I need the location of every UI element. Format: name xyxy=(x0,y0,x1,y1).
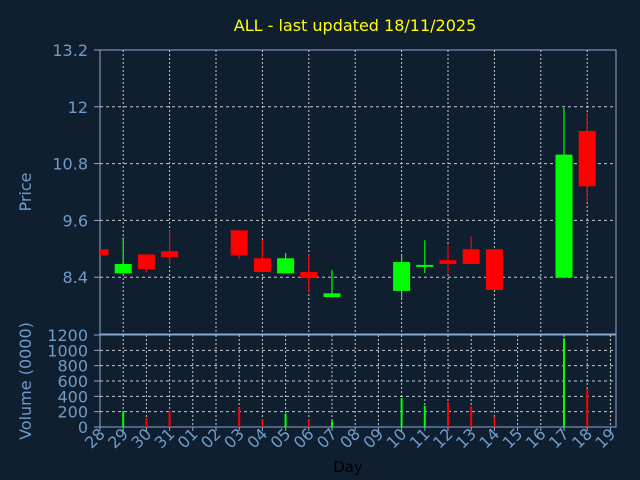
candle-body xyxy=(161,251,179,258)
volume-bar-07 xyxy=(331,421,333,427)
volume-bar-06 xyxy=(307,419,310,427)
candle-body xyxy=(578,130,596,187)
day-tick-label: 19 xyxy=(591,424,619,452)
candle-10 xyxy=(393,254,411,299)
candle-18 xyxy=(578,112,596,203)
volume-bar-17 xyxy=(563,338,565,427)
candle-12 xyxy=(439,244,457,273)
candle-body xyxy=(462,249,480,264)
candle-06 xyxy=(300,254,318,293)
candle-03 xyxy=(230,230,248,260)
volume-tick-label: 800 xyxy=(57,357,88,376)
price-tick-label: 9.6 xyxy=(63,211,88,230)
volume-tick-label: 0 xyxy=(78,418,88,437)
volume-tick-label: 1000 xyxy=(47,341,88,360)
candle-31 xyxy=(161,230,179,265)
candle-body xyxy=(114,263,132,274)
volume-bar-31 xyxy=(168,410,171,427)
candle-13 xyxy=(462,236,480,264)
candle-body xyxy=(253,258,271,272)
volume-axis-label: Volume (0000) xyxy=(16,322,35,440)
candle-body xyxy=(439,260,457,264)
volume-tick-label: 600 xyxy=(57,372,88,391)
candle-body xyxy=(100,249,109,256)
price-tick-label: 12 xyxy=(68,98,88,117)
volume-bar-03 xyxy=(238,407,241,427)
volume-bar-13 xyxy=(470,406,473,427)
price-panel-frame xyxy=(99,49,617,335)
candle-11 xyxy=(416,240,434,273)
volume-tick-label: 200 xyxy=(57,403,88,422)
volume-bar-10 xyxy=(400,398,403,427)
candle-04 xyxy=(253,240,271,272)
volume-bar-14 xyxy=(493,416,496,427)
day-axis-label: Day xyxy=(333,458,363,476)
candle-body xyxy=(416,264,434,267)
price-axis-label: Price xyxy=(16,172,35,211)
candle-body xyxy=(300,271,318,279)
candle-body xyxy=(323,293,341,298)
candle-29 xyxy=(114,237,132,274)
chart-title: ALL - last updated 18/11/2025 xyxy=(234,16,477,35)
candle-body xyxy=(137,254,155,270)
volume-bar-04 xyxy=(261,419,264,427)
candle-body xyxy=(277,258,295,274)
candle-05 xyxy=(277,253,295,274)
candle-body xyxy=(485,249,503,290)
volume-bar-29 xyxy=(122,411,125,427)
volume-bar-30 xyxy=(145,418,148,427)
volume-tick-label: 400 xyxy=(57,387,88,406)
volume-bar-18 xyxy=(586,388,589,427)
volume-bar-12 xyxy=(447,402,449,427)
price-tick-label: 8.4 xyxy=(63,268,88,287)
candle-14 xyxy=(485,249,503,290)
candle-body xyxy=(230,230,248,256)
price-tick-label: 13.2 xyxy=(52,41,88,60)
candle-body xyxy=(555,154,573,278)
price-tick-label: 10.8 xyxy=(52,155,88,174)
candle-30 xyxy=(137,254,155,273)
volume-bar-11 xyxy=(423,405,426,427)
candle-17 xyxy=(555,107,573,278)
volume-bar-05 xyxy=(284,413,287,427)
candle-body xyxy=(393,262,411,291)
volume-tick-label: 1200 xyxy=(47,326,88,345)
candle-07 xyxy=(323,270,341,298)
candle-28 xyxy=(100,249,109,256)
